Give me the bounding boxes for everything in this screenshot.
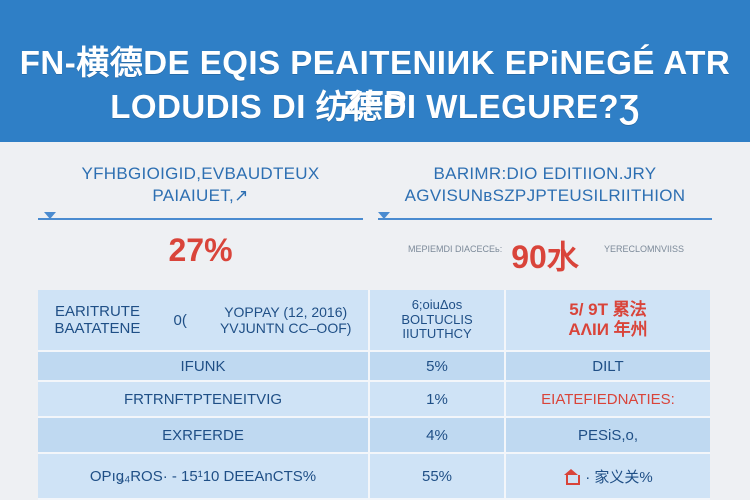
table-header-row: EARITRUTE BAATATENE 0( YOPPAY (12, 2016)…	[38, 290, 710, 352]
header-col1-left-line-2: BAATATENE	[54, 320, 141, 337]
header-col1-right-line-1: YOPPAY (12, 2016)	[224, 303, 348, 320]
header-col2-line-2: ΒOLTUCLIS	[401, 311, 473, 327]
right-panel-title-line-2: АGVISUNвSZPJPTEUSILRIITHION	[404, 186, 686, 205]
row-value: 5%	[368, 352, 504, 380]
row-label: IFUNK	[180, 357, 226, 375]
header-col2-line-1: 6;oiuΔos	[411, 296, 463, 312]
row-value: 55%	[368, 454, 504, 498]
right-stat-panel: BARIMR:DIO EDITIION.JRY АGVISUNвSZPJPTEU…	[378, 160, 712, 282]
header-col1-left-line-1: EARITRUTE	[54, 302, 140, 320]
comparison-table: EARITRUTE BAATATENE 0( YOPPAY (12, 2016)…	[38, 290, 710, 500]
header-banner: FN-横德DE EQIS PEAITENIИK EPiNEGÉ ATR ZFP …	[0, 0, 750, 142]
table-header-cell-3: 5/ 9Τ 累法 ΑΛΙИ 年州	[504, 290, 710, 350]
row-label: FRTRNFTPTENEITVIG	[123, 390, 283, 408]
header-col3-line-1: 5/ 9Τ 累法	[569, 300, 647, 320]
header-col1-right-line-2: YVJUNTN CC–OOF)	[219, 320, 352, 336]
row-note: · 家义关%	[585, 468, 653, 486]
header-col3-line-2: ΑΛΙИ 年州	[568, 320, 648, 339]
left-stat-panel: YFHBGIOIGID,EVBAUDTEUX PAIAIUET,↗ 27%	[38, 160, 363, 282]
house-icon	[563, 469, 581, 485]
left-panel-title-line-2: PAIAIUET,↗	[152, 186, 249, 205]
header-title-line-1: FN-横德DE EQIS PEAITENIИK EPiNEGÉ ATR ZFP	[19, 44, 731, 121]
right-panel-divider	[378, 218, 712, 220]
header-col1-mid: 0(	[173, 311, 187, 329]
table-header-cell-1: EARITRUTE BAATATENE 0( YOPPAY (12, 2016)…	[38, 290, 368, 350]
row-note: DILT	[504, 352, 710, 380]
row-note: PESiS,o,	[504, 418, 710, 452]
header-col2-line-3: ΙIUTUTHCY	[402, 326, 472, 342]
right-panel-divider-tick	[378, 212, 390, 219]
row-label: OPıǥ₄ROS· - 15¹10 DEEAnCTS%	[89, 467, 317, 485]
table-header-cell-2: 6;oiuΔos ΒOLTUCLIS ΙIUTUTHCY	[368, 290, 504, 350]
right-panel-title-line-1: BARIMR:DIO EDITIION.JRY	[433, 164, 657, 183]
row-note: EIATEFIEDNATIES:	[504, 382, 710, 416]
row-label: EXRFERDE	[162, 426, 244, 444]
row-note-cell: · 家义关%	[504, 454, 710, 498]
header-title-line-2: LODUDIS DI 纺德DI WLEGURE?Ʒ	[110, 88, 640, 125]
table-row: EXRFERDE 4% PESiS,o,	[38, 418, 710, 454]
left-panel-divider-tick	[44, 212, 56, 219]
table-row: FRTRNFTPTENEITVIG 1% EIATEFIEDNATIES:	[38, 382, 710, 418]
row-value: 4%	[368, 418, 504, 452]
right-panel-stat: 90水	[511, 239, 579, 275]
right-panel-side-label-left: MEPIEMDI DIACECEь:	[408, 244, 503, 254]
table-row: IFUNK 5% DILT	[38, 352, 710, 382]
left-panel-stat: 27%	[168, 232, 233, 268]
left-panel-divider	[38, 218, 363, 220]
table-row: OPıǥ₄ROS· - 15¹10 DEEAnCTS% 55% · 家义关%	[38, 454, 710, 500]
right-panel-side-label-right: YERECLOMNVIISS	[603, 244, 684, 254]
left-panel-title-line-1: YFHBGIOIGID,EVBAUDTEUX	[81, 164, 320, 183]
row-value: 1%	[368, 382, 504, 416]
